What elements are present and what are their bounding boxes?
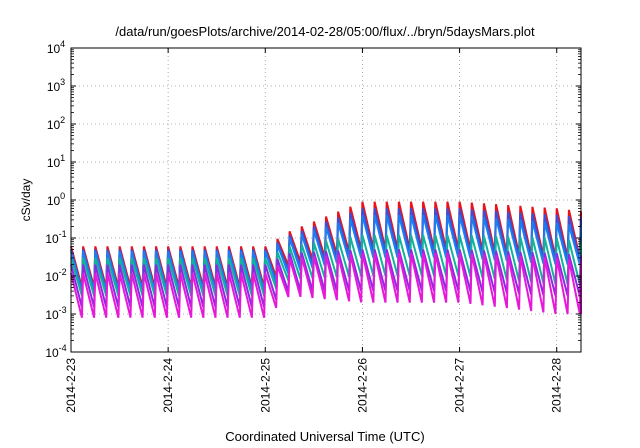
- series-line: [70, 249, 582, 308]
- series-line: [70, 214, 582, 292]
- y-tick-label: 100: [47, 191, 65, 208]
- x-tick-label: 2014-2-25: [258, 358, 272, 413]
- x-tick-label: 2014-2-24: [161, 358, 175, 413]
- series-line: [70, 252, 582, 318]
- y-tick-label: 10-1: [45, 229, 66, 246]
- y-tick-label: 10-4: [45, 343, 66, 360]
- x-tick-label: 2014-2-28: [550, 358, 564, 413]
- x-tick-label: 2014-2-27: [453, 358, 467, 413]
- grid: [70, 48, 581, 352]
- chart-title: /data/run/goesPlots/archive/2014-02-28/0…: [115, 24, 535, 39]
- x-axis: 2014-2-23 2014-2-24 2014-2-25 2014-2-26 2014…: [64, 48, 564, 413]
- y-tick-label: 104: [47, 39, 65, 56]
- y-axis-label: cSv/day: [19, 179, 33, 222]
- x-tick-label: 2014-2-26: [355, 358, 369, 413]
- y-tick-label: 10-3: [45, 305, 66, 322]
- series-line: [70, 234, 582, 297]
- x-tick-label: 2014-2-23: [64, 358, 78, 413]
- y-tick-label: 103: [47, 77, 65, 94]
- series-group: [70, 201, 582, 318]
- y-tick-label: 102: [47, 115, 65, 132]
- y-tick-label: 10-2: [45, 267, 66, 284]
- y-tick-label: 101: [47, 153, 65, 170]
- x-axis-label: Coordinated Universal Time (UTC): [225, 429, 424, 444]
- y-axis: 10-4 10-3 10-2 10-1 100 101 102 103 104: [45, 39, 581, 360]
